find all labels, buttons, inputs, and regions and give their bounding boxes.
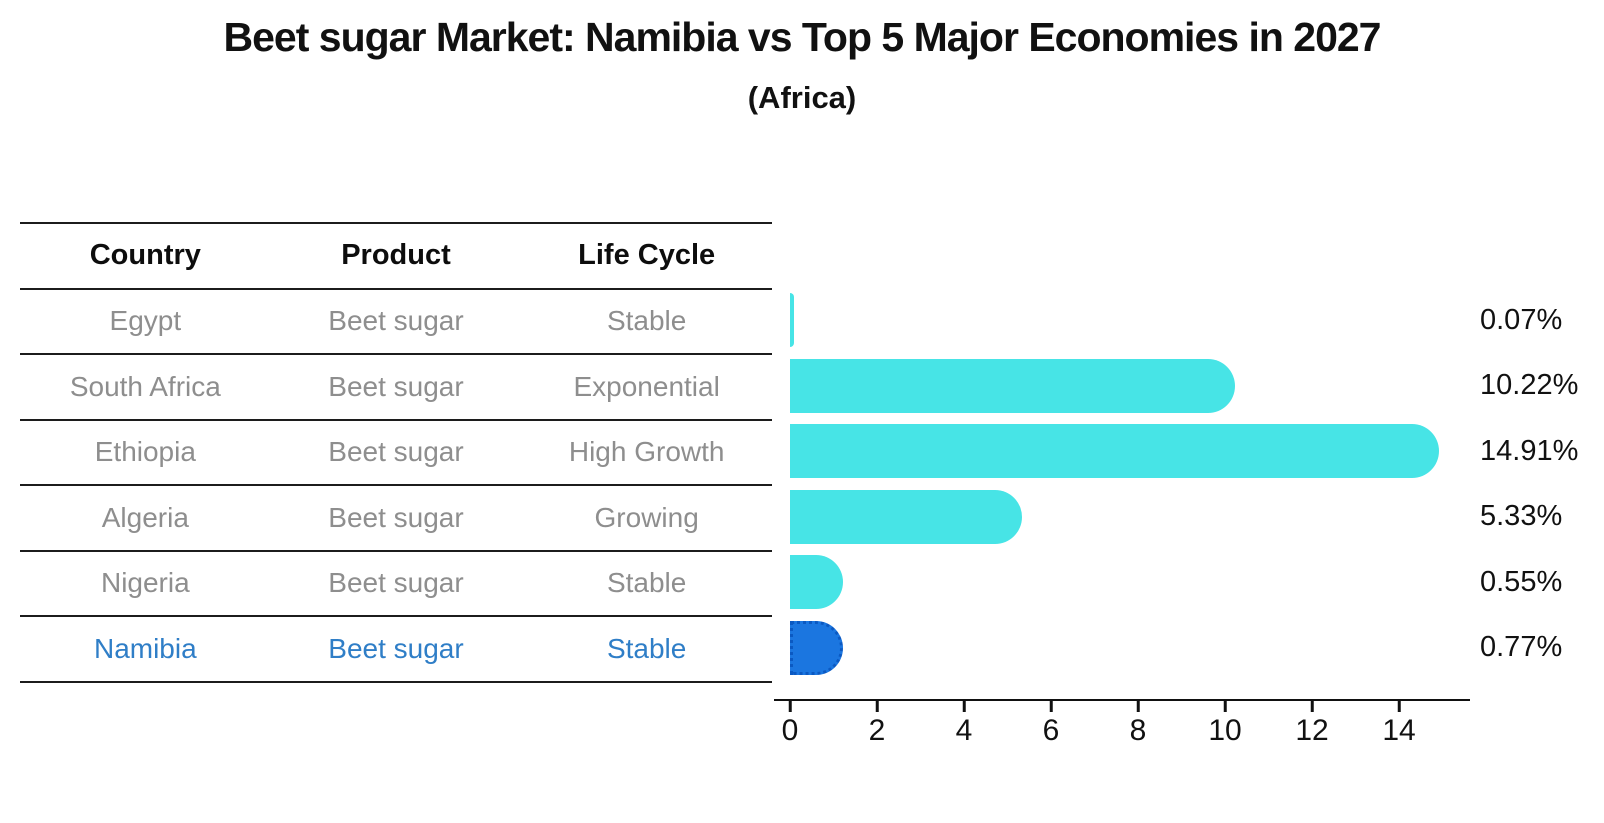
value-label-algeria: 5.33%	[1480, 500, 1563, 532]
product-cell: Beet sugar	[328, 370, 464, 402]
life-cycle-cell: Exponential	[573, 370, 720, 402]
product-cell: Beet sugar	[328, 436, 464, 468]
x-axis-tick	[1223, 701, 1227, 712]
value-label-south-africa: 10.22%	[1480, 369, 1579, 401]
column-header-country: Country	[89, 239, 201, 272]
x-axis-tick	[1049, 701, 1053, 712]
x-axis-tick	[788, 701, 792, 712]
product-cell: Beet sugar	[328, 305, 464, 337]
life-cycle-cell: Stable	[606, 305, 687, 337]
bar-namibia	[790, 620, 843, 675]
x-axis-tick	[1136, 701, 1140, 712]
x-axis-tick-label: 10	[1208, 714, 1242, 747]
table-row-egypt: Egypt Beet sugar Stable	[20, 290, 772, 355]
country-cell: Algeria	[101, 501, 189, 533]
country-cell: South Africa	[69, 370, 221, 402]
value-label-namibia: 0.77%	[1480, 631, 1563, 663]
product-cell: Beet sugar	[328, 567, 464, 599]
value-label-column: 0.07% 10.22% 14.91% 5.33% 0.55% 0.77%	[1480, 288, 1600, 681]
table-header-row: Country Product Life Cycle	[20, 224, 772, 290]
country-cell: Nigeria	[100, 567, 190, 599]
data-table: Country Product Life Cycle Egypt Beet su…	[20, 222, 772, 683]
value-label-ethiopia: 14.91%	[1480, 434, 1579, 467]
x-axis-tick-label: 2	[868, 714, 886, 747]
product-cell: Beet sugar	[328, 501, 464, 533]
column-header-product: Product	[341, 239, 451, 272]
country-cell: Namibia	[93, 632, 197, 664]
country-cell: Egypt	[109, 305, 182, 337]
bar-plot-area	[790, 288, 1480, 681]
life-cycle-cell: High Growth	[568, 436, 725, 468]
x-axis-tick-label: 8	[1129, 714, 1147, 747]
product-cell: Beet sugar	[328, 632, 464, 664]
bar-nigeria	[790, 555, 843, 610]
bar-ethiopia	[790, 424, 1439, 479]
life-cycle-cell: Stable	[606, 632, 687, 664]
chart-subtitle: (Africa)	[747, 80, 857, 115]
value-label-nigeria: 0.55%	[1480, 565, 1563, 598]
x-axis: 0 2 4 6 8 10 12 14	[774, 699, 1470, 749]
table-row-ethiopia: Ethiopia Beet sugar High Growth	[20, 421, 772, 486]
column-header-life-cycle: Life Cycle	[578, 239, 716, 272]
x-axis-tick	[875, 701, 879, 712]
x-axis-tick-label: 4	[955, 714, 973, 747]
table-row-algeria: Algeria Beet sugar Growing	[20, 486, 772, 552]
x-axis-tick	[1310, 701, 1314, 712]
bar-south-africa	[790, 358, 1235, 413]
country-cell: Ethiopia	[94, 436, 196, 468]
bar-algeria	[790, 489, 1022, 544]
x-axis-tick-label: 6	[1042, 714, 1060, 747]
x-axis-tick-label: 12	[1295, 714, 1329, 747]
value-label-egypt: 0.07%	[1480, 303, 1563, 336]
x-axis-tick-label: 0	[781, 714, 799, 747]
table-row-nigeria: Nigeria Beet sugar Stable	[20, 552, 772, 617]
life-cycle-cell: Stable	[606, 567, 687, 599]
chart-title: Beet sugar Market: Namibia vs Top 5 Majo…	[223, 14, 1382, 60]
life-cycle-cell: Growing	[594, 501, 699, 533]
x-axis-tick-label: 14	[1382, 714, 1416, 747]
x-axis-tick	[962, 701, 966, 712]
x-axis-tick	[1397, 701, 1401, 712]
table-row-namibia: Namibia Beet sugar Stable	[20, 617, 772, 683]
table-row-south-africa: South Africa Beet sugar Exponential	[20, 355, 772, 421]
bar-egypt	[790, 293, 794, 348]
